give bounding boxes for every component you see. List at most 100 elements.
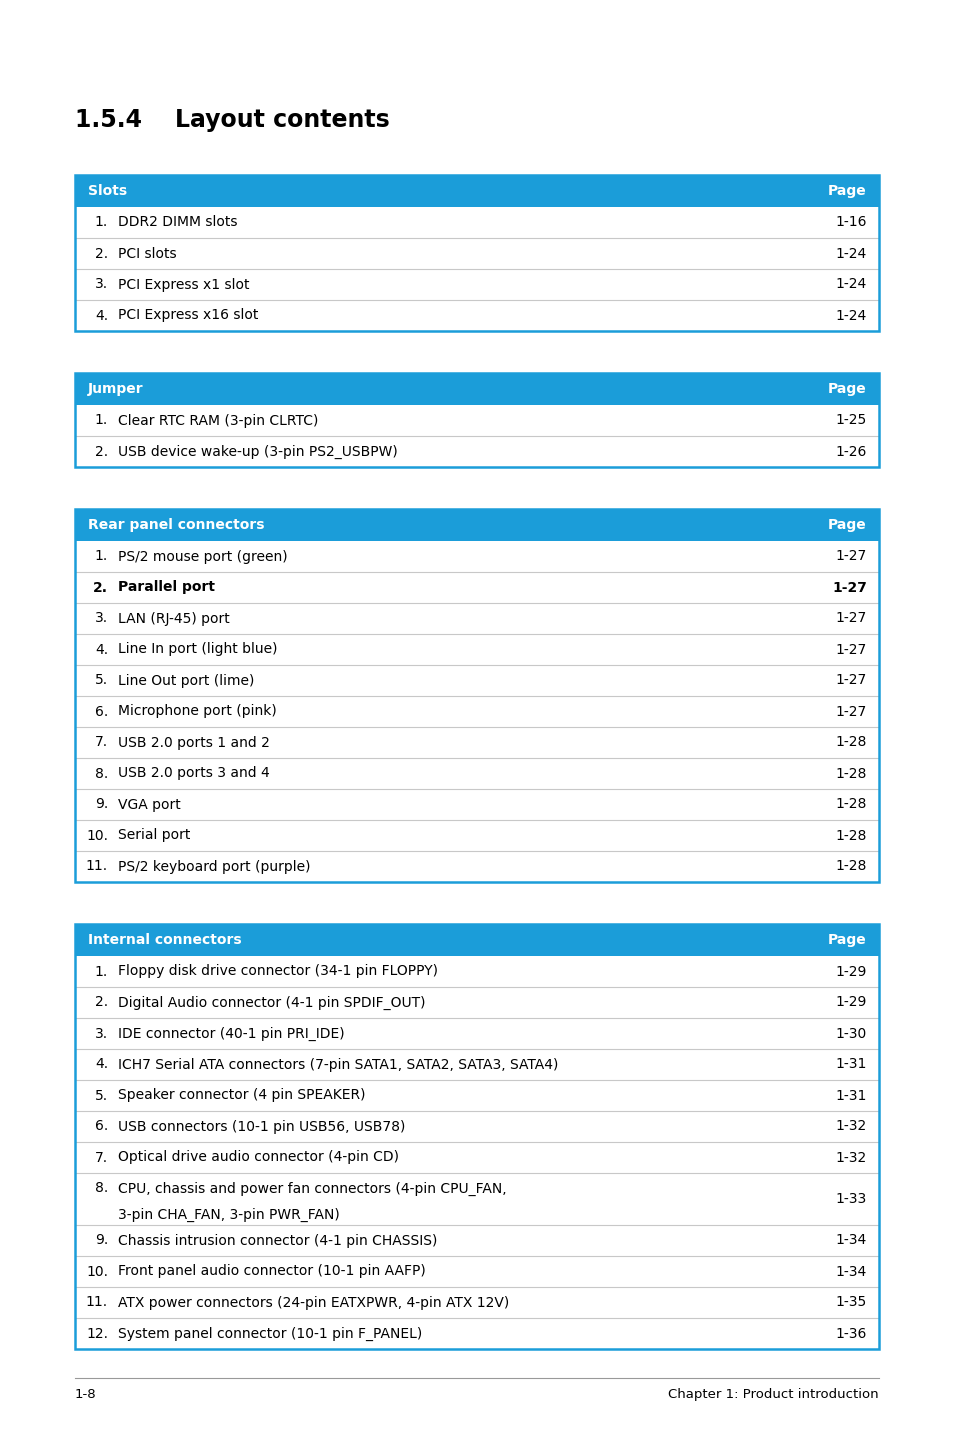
- Text: VGA port: VGA port: [118, 798, 180, 811]
- Text: 1-34: 1-34: [835, 1264, 866, 1278]
- Text: 5.: 5.: [94, 673, 108, 687]
- Text: Slots: Slots: [88, 184, 127, 198]
- Text: USB device wake-up (3-pin PS2_USBPW): USB device wake-up (3-pin PS2_USBPW): [118, 444, 397, 459]
- Text: Optical drive audio connector (4-pin CD): Optical drive audio connector (4-pin CD): [118, 1150, 398, 1165]
- Text: 1.5.4    Layout contents: 1.5.4 Layout contents: [75, 108, 390, 132]
- Text: Internal connectors: Internal connectors: [88, 933, 241, 948]
- Text: 2.: 2.: [94, 444, 108, 459]
- Text: 1-36: 1-36: [835, 1326, 866, 1340]
- Bar: [76, 956, 877, 1347]
- Text: 7.: 7.: [94, 735, 108, 749]
- Bar: [76, 541, 877, 881]
- Text: Serial port: Serial port: [118, 828, 191, 843]
- Text: 1-25: 1-25: [835, 414, 866, 427]
- Text: 3.: 3.: [94, 278, 108, 292]
- Text: Floppy disk drive connector (34-1 pin FLOPPY): Floppy disk drive connector (34-1 pin FL…: [118, 965, 437, 978]
- Text: 3-pin CHA_FAN, 3-pin PWR_FAN): 3-pin CHA_FAN, 3-pin PWR_FAN): [118, 1208, 339, 1221]
- Text: Microphone port (pink): Microphone port (pink): [118, 705, 276, 719]
- Text: 7.: 7.: [94, 1150, 108, 1165]
- Bar: [75, 925, 878, 956]
- Text: USB 2.0 ports 1 and 2: USB 2.0 ports 1 and 2: [118, 735, 270, 749]
- Text: 1-27: 1-27: [831, 581, 866, 594]
- Bar: [76, 207, 877, 329]
- Text: USB 2.0 ports 3 and 4: USB 2.0 ports 3 and 4: [118, 766, 270, 781]
- Text: 9.: 9.: [94, 1234, 108, 1248]
- Bar: [76, 406, 877, 466]
- Text: 1-28: 1-28: [835, 766, 866, 781]
- Bar: [75, 372, 878, 467]
- Text: System panel connector (10-1 pin F_PANEL): System panel connector (10-1 pin F_PANEL…: [118, 1326, 422, 1340]
- Text: ATX power connectors (24-pin EATXPWR, 4-pin ATX 12V): ATX power connectors (24-pin EATXPWR, 4-…: [118, 1296, 509, 1310]
- Text: 8.: 8.: [94, 1182, 108, 1195]
- Text: 8.: 8.: [94, 766, 108, 781]
- Bar: [75, 175, 878, 331]
- Text: Chapter 1: Product introduction: Chapter 1: Product introduction: [668, 1388, 878, 1401]
- Text: 1-29: 1-29: [835, 995, 866, 1009]
- Text: PCI slots: PCI slots: [118, 246, 176, 260]
- Text: 1-32: 1-32: [835, 1120, 866, 1133]
- Text: USB connectors (10-1 pin USB56, USB78): USB connectors (10-1 pin USB56, USB78): [118, 1120, 405, 1133]
- Text: ICH7 Serial ATA connectors (7-pin SATA1, SATA2, SATA3, SATA4): ICH7 Serial ATA connectors (7-pin SATA1,…: [118, 1057, 558, 1071]
- Text: 11.: 11.: [86, 1296, 108, 1310]
- Text: Page: Page: [827, 518, 866, 532]
- Text: 1-27: 1-27: [835, 643, 866, 657]
- Text: 6.: 6.: [94, 1120, 108, 1133]
- Text: 2.: 2.: [94, 246, 108, 260]
- Text: 1-35: 1-35: [835, 1296, 866, 1310]
- Text: 3.: 3.: [94, 1027, 108, 1041]
- Text: 1-31: 1-31: [835, 1057, 866, 1071]
- Text: PCI Express x1 slot: PCI Express x1 slot: [118, 278, 250, 292]
- Text: 1-29: 1-29: [835, 965, 866, 978]
- Text: 3.: 3.: [94, 611, 108, 626]
- Text: 1-33: 1-33: [835, 1192, 866, 1206]
- Text: IDE connector (40-1 pin PRI_IDE): IDE connector (40-1 pin PRI_IDE): [118, 1027, 344, 1041]
- Text: Jumper: Jumper: [88, 383, 144, 395]
- Text: Digital Audio connector (4-1 pin SPDIF_OUT): Digital Audio connector (4-1 pin SPDIF_O…: [118, 995, 425, 1009]
- Text: Speaker connector (4 pin SPEAKER): Speaker connector (4 pin SPEAKER): [118, 1089, 365, 1103]
- Text: 1.: 1.: [94, 414, 108, 427]
- Text: 1.: 1.: [94, 965, 108, 978]
- Text: 1-27: 1-27: [835, 673, 866, 687]
- Text: 1-28: 1-28: [835, 828, 866, 843]
- Text: Clear RTC RAM (3-pin CLRTC): Clear RTC RAM (3-pin CLRTC): [118, 414, 318, 427]
- Text: Rear panel connectors: Rear panel connectors: [88, 518, 264, 532]
- Text: 1-32: 1-32: [835, 1150, 866, 1165]
- Text: Line Out port (lime): Line Out port (lime): [118, 673, 254, 687]
- Text: LAN (RJ-45) port: LAN (RJ-45) port: [118, 611, 230, 626]
- Text: DDR2 DIMM slots: DDR2 DIMM slots: [118, 216, 237, 230]
- Text: Page: Page: [827, 383, 866, 395]
- Text: Chassis intrusion connector (4-1 pin CHASSIS): Chassis intrusion connector (4-1 pin CHA…: [118, 1234, 436, 1248]
- Text: Line In port (light blue): Line In port (light blue): [118, 643, 277, 657]
- Text: 1-8: 1-8: [75, 1388, 96, 1401]
- Text: Page: Page: [827, 184, 866, 198]
- Text: 1.: 1.: [94, 216, 108, 230]
- Text: 1-24: 1-24: [835, 278, 866, 292]
- Text: 5.: 5.: [94, 1089, 108, 1103]
- Text: 4.: 4.: [94, 643, 108, 657]
- Bar: [75, 509, 878, 881]
- Text: 10.: 10.: [86, 1264, 108, 1278]
- Text: 9.: 9.: [94, 798, 108, 811]
- Bar: [75, 175, 878, 207]
- Text: 1-26: 1-26: [835, 444, 866, 459]
- Text: 1-28: 1-28: [835, 860, 866, 873]
- Text: Page: Page: [827, 933, 866, 948]
- Text: PS/2 mouse port (green): PS/2 mouse port (green): [118, 549, 287, 564]
- Text: Parallel port: Parallel port: [118, 581, 214, 594]
- Text: PS/2 keyboard port (purple): PS/2 keyboard port (purple): [118, 860, 310, 873]
- Text: 11.: 11.: [86, 860, 108, 873]
- Text: 1-27: 1-27: [835, 705, 866, 719]
- Bar: [75, 925, 878, 1349]
- Text: 6.: 6.: [94, 705, 108, 719]
- Text: PCI Express x16 slot: PCI Express x16 slot: [118, 309, 258, 322]
- Text: 1-34: 1-34: [835, 1234, 866, 1248]
- Bar: [75, 372, 878, 406]
- Text: 1.: 1.: [94, 549, 108, 564]
- Text: 1-24: 1-24: [835, 246, 866, 260]
- Text: 1-30: 1-30: [835, 1027, 866, 1041]
- Text: 1-27: 1-27: [835, 549, 866, 564]
- Text: 1-28: 1-28: [835, 798, 866, 811]
- Text: 1-28: 1-28: [835, 735, 866, 749]
- Text: 2.: 2.: [94, 995, 108, 1009]
- Bar: [75, 509, 878, 541]
